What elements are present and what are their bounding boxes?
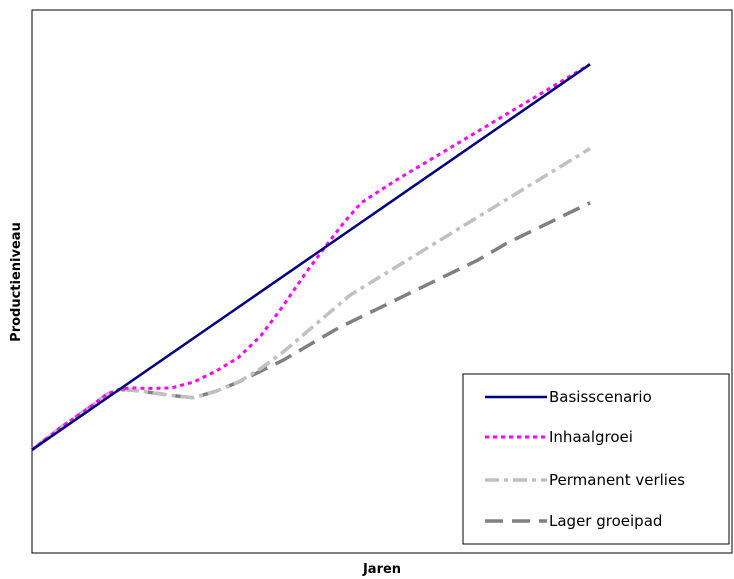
- legend-box: [462, 373, 730, 545]
- series-line-permanent-verlies: [30, 147, 591, 452]
- legend-label: Inhaalgroei: [549, 428, 633, 446]
- legend-item: Permanent verlies: [485, 471, 685, 489]
- legend-items: Basisscenario Inhaalgroei Permanent verlie…: [485, 388, 685, 530]
- legend-label: Permanent verlies: [549, 471, 685, 489]
- series-line-basisscenario: [31, 63, 591, 451]
- y-axis-title: Productieniveau: [9, 222, 24, 342]
- x-axis-title: Jaren: [362, 562, 401, 577]
- series-line-inhaalgroei: [31, 63, 591, 451]
- series-line-lager-groeipad: [30, 201, 591, 452]
- legend-label: Lager groeipad: [549, 512, 662, 530]
- legend: Basisscenario Inhaalgroei Permanent verlie…: [462, 373, 730, 545]
- series-layer: [30, 63, 591, 452]
- legend-item: Basisscenario: [485, 388, 652, 406]
- legend-item: Inhaalgroei: [485, 428, 633, 446]
- legend-item: Lager groeipad: [485, 512, 662, 530]
- legend-label: Basisscenario: [549, 388, 652, 406]
